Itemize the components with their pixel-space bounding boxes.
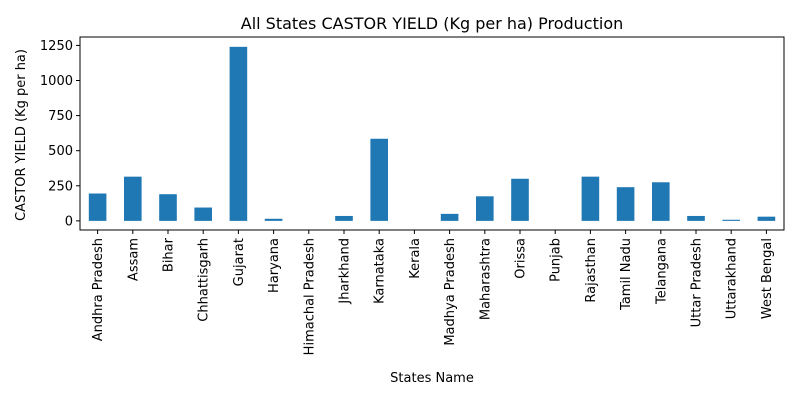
x-tick-label: Karnataka (373, 238, 388, 304)
x-tick-label: Himachal Pradesh (302, 238, 317, 355)
bar (88, 193, 107, 221)
x-tick-label: Uttarakhand (725, 238, 740, 319)
x-tick-label: Haryana (267, 238, 282, 293)
x-tick-label: Bihar (162, 237, 177, 272)
x-tick-label: Madhya Pradesh (443, 238, 458, 346)
x-tick-label: Tamil Nadu (619, 238, 634, 311)
x-tick-label: Punjab (549, 238, 564, 282)
x-tick-label: Chhattisgarh (197, 238, 212, 322)
y-tick-label: 250 (48, 179, 73, 194)
bar (511, 178, 529, 221)
bar (229, 46, 248, 221)
x-tick-label: Jharkhand (338, 238, 353, 305)
x-tick-label: Kerala (408, 238, 423, 279)
bar (370, 138, 388, 221)
x-axis-ticks: Andhra Pradesh Assam Bihar Chhattisgarh Guja… (91, 230, 775, 355)
bar (264, 218, 283, 221)
bar (159, 194, 177, 221)
bar (757, 216, 776, 221)
bar (440, 213, 459, 221)
y-axis-ticks: 0 250 500 750 1000 1250 (40, 39, 80, 229)
x-tick-label: Uttar Pradesh (690, 238, 705, 327)
chart-title: All States CASTOR YIELD (Kg per ha) Prod… (241, 14, 624, 33)
x-tick-label: Gujarat (232, 238, 247, 286)
y-tick-label: 500 (48, 144, 73, 159)
y-tick-label: 0 (65, 214, 73, 229)
bar (335, 215, 353, 221)
x-axis-label: States Name (390, 371, 474, 386)
bar (581, 176, 600, 221)
bar (124, 176, 142, 221)
bar (652, 182, 670, 221)
x-tick-label: Rajasthan (584, 238, 599, 303)
y-axis-label: CASTOR YIELD (Kg per ha) (14, 49, 29, 221)
bar (616, 187, 635, 221)
x-tick-label: Andhra Pradesh (91, 238, 106, 341)
bar (194, 207, 212, 221)
bar (722, 219, 740, 221)
x-tick-label: Assam (126, 238, 141, 281)
x-tick-label: Orissa (514, 238, 529, 279)
y-tick-label: 1250 (40, 39, 73, 54)
y-tick-label: 1000 (40, 74, 73, 89)
x-tick-label: Telangana (654, 238, 669, 305)
y-tick-label: 750 (48, 109, 73, 124)
x-tick-label: West Bengal (760, 238, 775, 319)
bar (476, 196, 494, 221)
x-tick-label: Maharashtra (478, 238, 493, 320)
bars-group (88, 46, 776, 221)
bar (687, 215, 705, 221)
plot-frame (79, 36, 785, 231)
